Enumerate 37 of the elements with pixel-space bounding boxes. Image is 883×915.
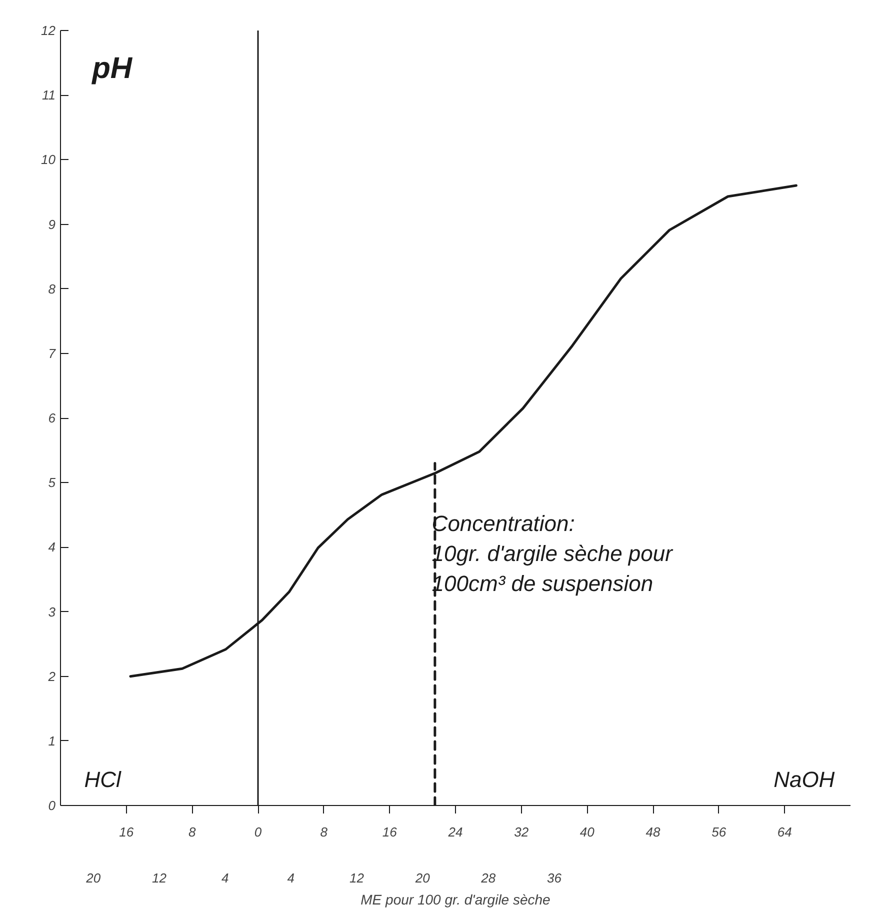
x-tick-label: 8 <box>188 824 197 840</box>
y-tick-label: 7 <box>48 346 56 361</box>
x-tick-label: 24 <box>447 824 463 840</box>
x-tick-label: 64 <box>777 824 792 840</box>
x-tick-label: 40 <box>580 824 596 840</box>
x-tick-label: 0 <box>254 824 262 840</box>
x2-tick-label: 12 <box>152 870 168 886</box>
y-tick-label: 1 <box>48 733 56 748</box>
x2-tick-label: 4 <box>221 870 229 886</box>
x2-tick-label: 20 <box>414 870 431 886</box>
x2-tick-label: 4 <box>287 870 295 886</box>
y-tick-label: 9 <box>48 216 56 232</box>
x-tick-label: 32 <box>514 824 530 840</box>
x-tick-label: 56 <box>712 824 727 840</box>
y-tick-label: 8 <box>48 281 56 296</box>
x2-tick-label: 20 <box>85 870 102 886</box>
annotation: Concentration: 10gr. d'argile sèche pour 100cm³ de suspension <box>432 511 674 596</box>
x-tick-label: 16 <box>382 824 398 840</box>
y-tick-label: 6 <box>48 410 56 426</box>
y-tick-label: 3 <box>48 604 56 620</box>
x-axis-title: ME pour 100 gr. d'argile sèche <box>360 892 551 908</box>
y-tick-label: 12 <box>41 23 56 38</box>
x-tick-label: 16 <box>119 824 134 840</box>
y-tick-label: 10 <box>41 152 56 168</box>
x-tick-label: 8 <box>320 824 328 840</box>
x2-tick-label: 28 <box>480 870 496 886</box>
y-axis-title: pH <box>91 52 134 85</box>
annotation: NaOH <box>774 766 835 792</box>
y-tick-label: 4 <box>48 540 56 555</box>
y-tick-label: 2 <box>47 668 56 684</box>
x-tick-label: 48 <box>646 824 661 840</box>
x2-tick-label: 12 <box>350 870 365 886</box>
y-tick-label: 5 <box>48 475 56 490</box>
y-tick-label: 0 <box>48 798 56 813</box>
y-tick-label: 11 <box>42 88 56 103</box>
annotation: HCl <box>84 766 122 792</box>
x2-tick-label: 36 <box>547 870 562 886</box>
